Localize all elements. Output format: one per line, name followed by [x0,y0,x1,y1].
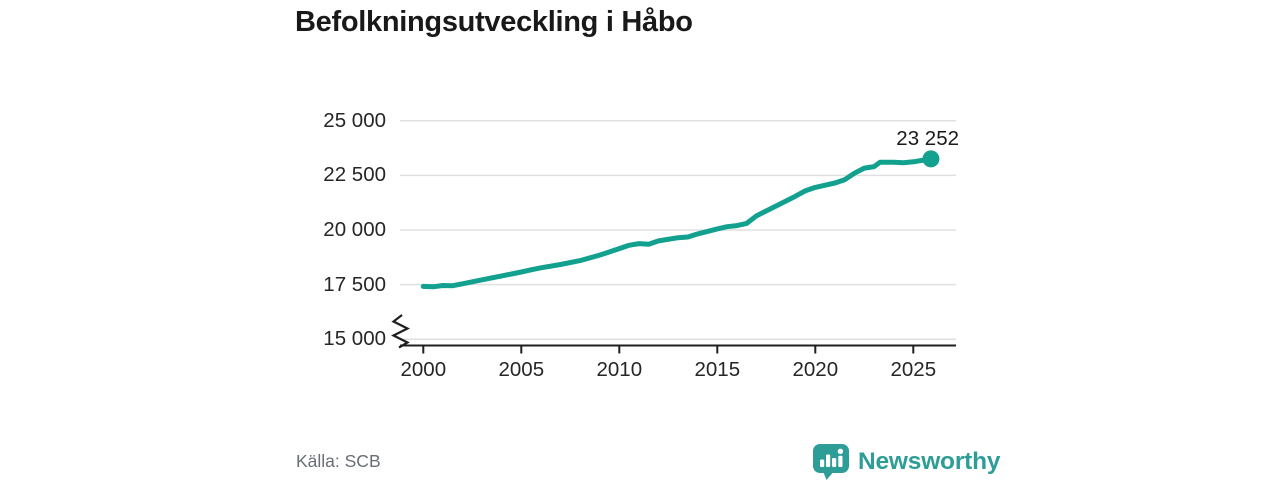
x-tick-label: 2025 [890,358,937,381]
x-tick-label: 2010 [596,358,643,381]
latest-point-marker [922,150,940,168]
newsworthy-logo-icon [813,444,849,480]
chart-title: Befolkningsutveckling i Håbo [295,6,693,38]
x-tick-label: 2005 [498,358,545,381]
x-tick-label: 2000 [400,358,447,381]
axis-break-icon [391,314,410,349]
source-attribution: Källa: SCB [296,451,381,471]
y-tick-label: 22 500 [323,163,386,187]
population-line-series [420,156,934,290]
x-tick-label: 2015 [694,358,741,381]
latest-value-label: 23 252 [896,127,959,150]
x-tick-label: 2020 [792,358,839,381]
y-tick-label: 17 500 [323,272,386,296]
newsworthy-logo: Newsworthy [812,443,1001,480]
y-tick-label: 15 000 [323,327,386,351]
y-tick-label: 25 000 [323,108,386,132]
y-tick-label: 20 000 [323,218,386,241]
newsworthy-wordmark: Newsworthy [858,447,1001,475]
